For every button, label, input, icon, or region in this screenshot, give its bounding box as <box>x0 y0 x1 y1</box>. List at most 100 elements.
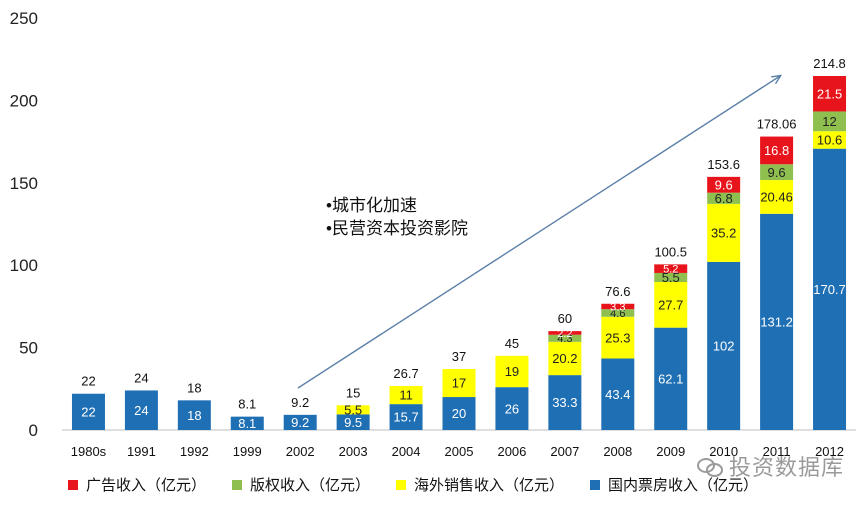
x-tick-label: 2009 <box>656 444 685 459</box>
bar-segment <box>548 341 582 376</box>
bar-segment <box>548 331 582 335</box>
y-tick-label: 100 <box>10 256 38 275</box>
bar-segment <box>707 192 741 204</box>
bar-total-label: 100.5 <box>654 244 687 259</box>
legend-label: 海外销售收入（亿元） <box>414 477 565 494</box>
legend-swatch <box>232 479 243 490</box>
bar-value-label: 20.46 <box>760 190 793 205</box>
bar-value-label: 17 <box>452 376 466 391</box>
bar-segment <box>601 303 635 310</box>
x-tick-label: 1999 <box>233 444 262 459</box>
bar-segment <box>813 111 847 132</box>
bar-total-label: 18 <box>187 380 201 395</box>
chart-legend: 广告收入（亿元） 版权收入（亿元） 海外销售收入（亿元） 国内票房收入（亿元） <box>68 474 784 495</box>
annotation-group: •城市化加速 •民营资本投资影院 <box>297 76 780 389</box>
wechat-logo-icon <box>696 456 723 477</box>
x-tick-label: 1980s <box>71 444 107 459</box>
stacked-bar-chart: 0 50 100 150 200 250 22 22 24 24 18 18 8.1 8.1 9.2 9.2… <box>10 9 856 459</box>
y-tick-label: 0 <box>29 421 38 440</box>
legend-swatch <box>590 479 601 490</box>
bar-value-label: 25.3 <box>605 330 630 345</box>
bar-segment <box>760 136 794 165</box>
bar-value-label: 2.2 <box>557 328 572 340</box>
bar-value-label: 10.6 <box>817 133 842 148</box>
bar-total-label: 24 <box>134 370 148 385</box>
x-tick-label: 2003 <box>339 444 368 459</box>
x-tick-label: 2005 <box>445 444 474 459</box>
bar-total-label: 76.6 <box>605 284 630 299</box>
bar-total-label: 8.1 <box>238 397 256 412</box>
bar-segment <box>707 261 741 430</box>
legend-swatch <box>396 479 407 490</box>
x-tick-label: 2004 <box>392 444 421 459</box>
bar-value-label: 102 <box>713 339 735 354</box>
legend-label: 国内票房收入（亿元） <box>608 477 759 494</box>
bar-value-label: 9.6 <box>715 177 733 192</box>
bar-segment <box>495 387 529 430</box>
bar-segment <box>654 327 688 430</box>
bar-segment <box>548 375 582 430</box>
bar-total-label: 37 <box>452 349 466 364</box>
bar-segment <box>760 213 794 430</box>
bar-value-label: 19 <box>505 364 519 379</box>
bar-segment <box>124 390 158 430</box>
trend-arrow <box>297 76 780 389</box>
bar-segment <box>654 264 688 273</box>
y-tick-label: 200 <box>10 91 38 110</box>
bar-value-label: 20.2 <box>552 351 577 366</box>
x-axis: 1980s 1991 1992 1999 2002 2003 2004 2005 2006 200… <box>71 444 844 459</box>
bar-value-label: 4.3 <box>557 333 572 345</box>
x-tick-label: 2006 <box>497 444 526 459</box>
bar-value-label: 62.1 <box>658 372 683 387</box>
bar-value-label: 43.4 <box>605 387 630 402</box>
bar-value-label: 21.5 <box>817 86 842 101</box>
bar-segment <box>601 309 635 317</box>
bar-segment <box>389 385 423 405</box>
bar-value-label: 12 <box>822 114 836 129</box>
bar-value-label: 16.8 <box>764 143 789 158</box>
bar-value-label: 131.2 <box>760 315 793 330</box>
bar-segment <box>760 164 794 181</box>
x-tick-label: 1991 <box>127 444 156 459</box>
bar-segment <box>601 316 635 359</box>
bar-value-label: 11 <box>399 388 413 403</box>
bar-value-label: 22 <box>81 405 95 420</box>
legend-label: 版权收入（亿元） <box>250 477 371 494</box>
x-tick-label: 2002 <box>286 444 315 459</box>
bar-total-label: 9.2 <box>291 395 309 410</box>
legend-item: 海外销售收入（亿元） <box>396 474 564 495</box>
bar-value-label: 3.3 <box>610 301 625 313</box>
legend-item: 版权收入（亿元） <box>232 474 370 495</box>
bar-value-label: 5.2 <box>663 264 678 276</box>
x-tick-label: 1992 <box>180 444 209 459</box>
bar-segment <box>548 334 582 342</box>
annotation-text: •城市化加速 <box>326 196 417 215</box>
watermark-text: 投资数据库 <box>728 455 844 480</box>
bar-value-label: 26 <box>505 401 519 416</box>
bar-value-label: 170.7 <box>813 282 846 297</box>
legend-item: 国内票房收入（亿元） <box>590 474 758 495</box>
bar-segment <box>654 282 688 328</box>
bar-segment <box>442 369 476 398</box>
watermark: 投资数据库 <box>696 450 844 482</box>
bar-value-label: 9.2 <box>291 415 309 430</box>
bar-value-label: 9.5 <box>344 415 362 430</box>
bar-value-label: 27.7 <box>658 298 683 313</box>
bar-total-label: 153.6 <box>707 157 740 172</box>
legend-label: 广告收入（亿元） <box>86 477 207 494</box>
y-tick-label: 250 <box>10 9 38 28</box>
bar-total-label: 178.06 <box>757 117 797 132</box>
legend-swatch <box>68 479 78 490</box>
bar-total-label: 15 <box>346 385 360 400</box>
bar-total-label: 26.7 <box>393 366 418 381</box>
bar-value-label: 20 <box>452 406 466 421</box>
bar-segment <box>707 203 741 262</box>
bars-group: 2222242418188.18.19.29.29.55.51515.71126… <box>71 56 847 431</box>
bar-segment <box>442 397 476 430</box>
x-tick-label: 2007 <box>550 444 579 459</box>
bar-segment <box>230 416 264 430</box>
bar-segment <box>813 76 847 112</box>
bar-segment <box>177 400 211 430</box>
bar-segment <box>495 355 529 388</box>
bar-value-label: 35.2 <box>711 226 736 241</box>
